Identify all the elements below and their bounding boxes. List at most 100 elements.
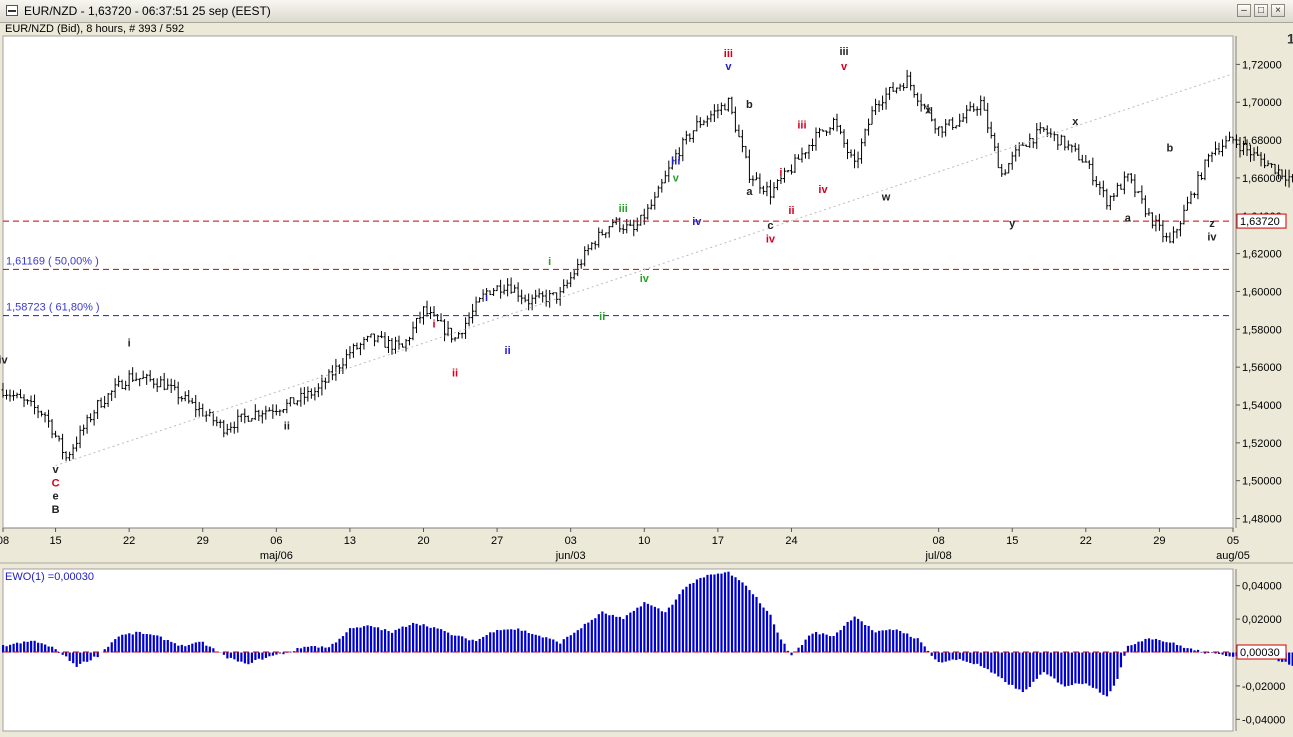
oscillator-bar [16,642,19,653]
oscillator-bar [177,645,180,653]
oscillator-bar [187,644,190,653]
oscillator-bar [1179,645,1182,653]
wave-label: 1 or A [1287,31,1293,47]
oscillator-bar [818,634,821,653]
oscillator-value-label: 0,00030 [1240,647,1280,659]
oscillator-bar [993,652,996,674]
close-button[interactable]: × [1271,4,1285,17]
wave-label: iii [619,203,628,215]
oscillator-bar [646,603,649,653]
oscillator-bar [75,652,78,667]
oscillator-bar [1119,652,1123,668]
oscillator-bar [376,627,380,653]
oscillator-bar [972,652,975,665]
oscillator-bar [443,630,446,653]
oscillator-bar [268,652,271,657]
oscillator-bar [250,652,254,663]
minimize-button[interactable]: – [1237,4,1251,17]
oscillator-bar [37,642,40,653]
wave-label: i [432,318,435,330]
oscillator-bar [68,652,71,661]
oscillator-bar [1196,649,1200,653]
price-x-tick-label: 20 [417,535,429,547]
price-x-tick-label: 08 [0,535,9,547]
oscillator-bar [1014,652,1017,689]
wave-label: iii [671,156,680,168]
oscillator-bar [1207,652,1210,654]
oscillator-bar [997,652,1000,677]
oscillator-bar [303,646,306,653]
oscillator-bar [457,635,460,653]
oscillator-bar [1182,647,1186,653]
oscillator-bar [1147,638,1151,653]
oscillator-bar [632,610,635,653]
oscillator-bar [429,627,432,653]
price-month-label: jun/03 [555,550,586,562]
oscillator-bar [433,627,436,653]
oscillator-bar [1021,652,1024,693]
oscillator-bar [643,602,646,653]
oscillator-bar [948,652,951,661]
oscillator-bar [552,639,555,653]
oscillator-bar [124,634,127,653]
oscillator-bar [902,633,905,653]
oscillator-bar [229,652,232,658]
wave-label: i [548,256,551,268]
oscillator-bar [506,629,509,653]
oscillator-bar [61,652,64,655]
oscillator-bar [394,629,397,653]
price-month-label: aug/05 [1216,550,1250,562]
oscillator-bar [941,652,944,663]
oscillator-bar [359,627,362,653]
oscillator-bar [320,646,324,653]
oscillator-bar [464,638,467,653]
wave-label: x [925,105,932,117]
oscillator-bar [1137,641,1140,653]
oscillator-bar [832,636,835,653]
oscillator-bar [142,633,145,653]
oscillator-bar [40,643,43,653]
chart-area: EUR/NZD (Bid), 8 hours, # 393 / 592 1,720… [0,23,1293,732]
oscillator-bar [674,599,678,653]
oscillator-bar [110,642,113,653]
fib-level-label: 1,61169 ( 50,00% ) [6,255,99,267]
oscillator-bar [545,637,548,653]
wave-label: v [725,61,732,73]
oscillator-bar [1091,652,1095,688]
oscillator-y-tick-label: 0,02000 [1242,614,1282,626]
window-title: EUR/NZD - 1,63720 - 06:37:51 25 sep (EES… [24,4,271,18]
oscillator-bar [1172,642,1175,653]
price-y-tick-label: 1,70000 [1242,97,1282,109]
oscillator-bar [33,640,36,653]
price-plot-area [2,35,1234,529]
oscillator-bar [324,647,327,653]
oscillator-bar [496,629,499,653]
price-x-axis: 0815222906132027031017240815222905121926… [0,527,1250,562]
oscillator-bar [93,652,96,657]
oscillator-bar [1130,645,1133,653]
oscillator-bar [513,629,516,653]
oscillator-bar [447,632,450,653]
oscillator-bar [404,626,408,653]
oscillator-y-tick-label: -0,04000 [1242,714,1285,726]
oscillator-bar [1049,652,1052,677]
oscillator-bar [257,652,261,659]
oscillator-bar [583,623,586,653]
oscillator-bar [1228,652,1231,657]
oscillator-bar [734,577,737,653]
oscillator-bar [201,641,204,653]
oscillator-bar [1203,652,1207,654]
oscillator-bar [1063,652,1066,687]
oscillator-bar [706,574,709,653]
oscillator-bar [937,652,940,663]
oscillator-bar [1189,648,1193,653]
oscillator-bar [1046,652,1049,675]
wave-label: w [881,192,891,204]
oscillator-bar [986,652,989,670]
oscillator-bar [601,611,604,653]
oscillator-bar [1018,652,1021,690]
oscillator-bar [96,652,99,658]
oscillator-bar [485,635,488,653]
wave-label: e [53,491,59,503]
maximize-button[interactable]: □ [1254,4,1268,17]
